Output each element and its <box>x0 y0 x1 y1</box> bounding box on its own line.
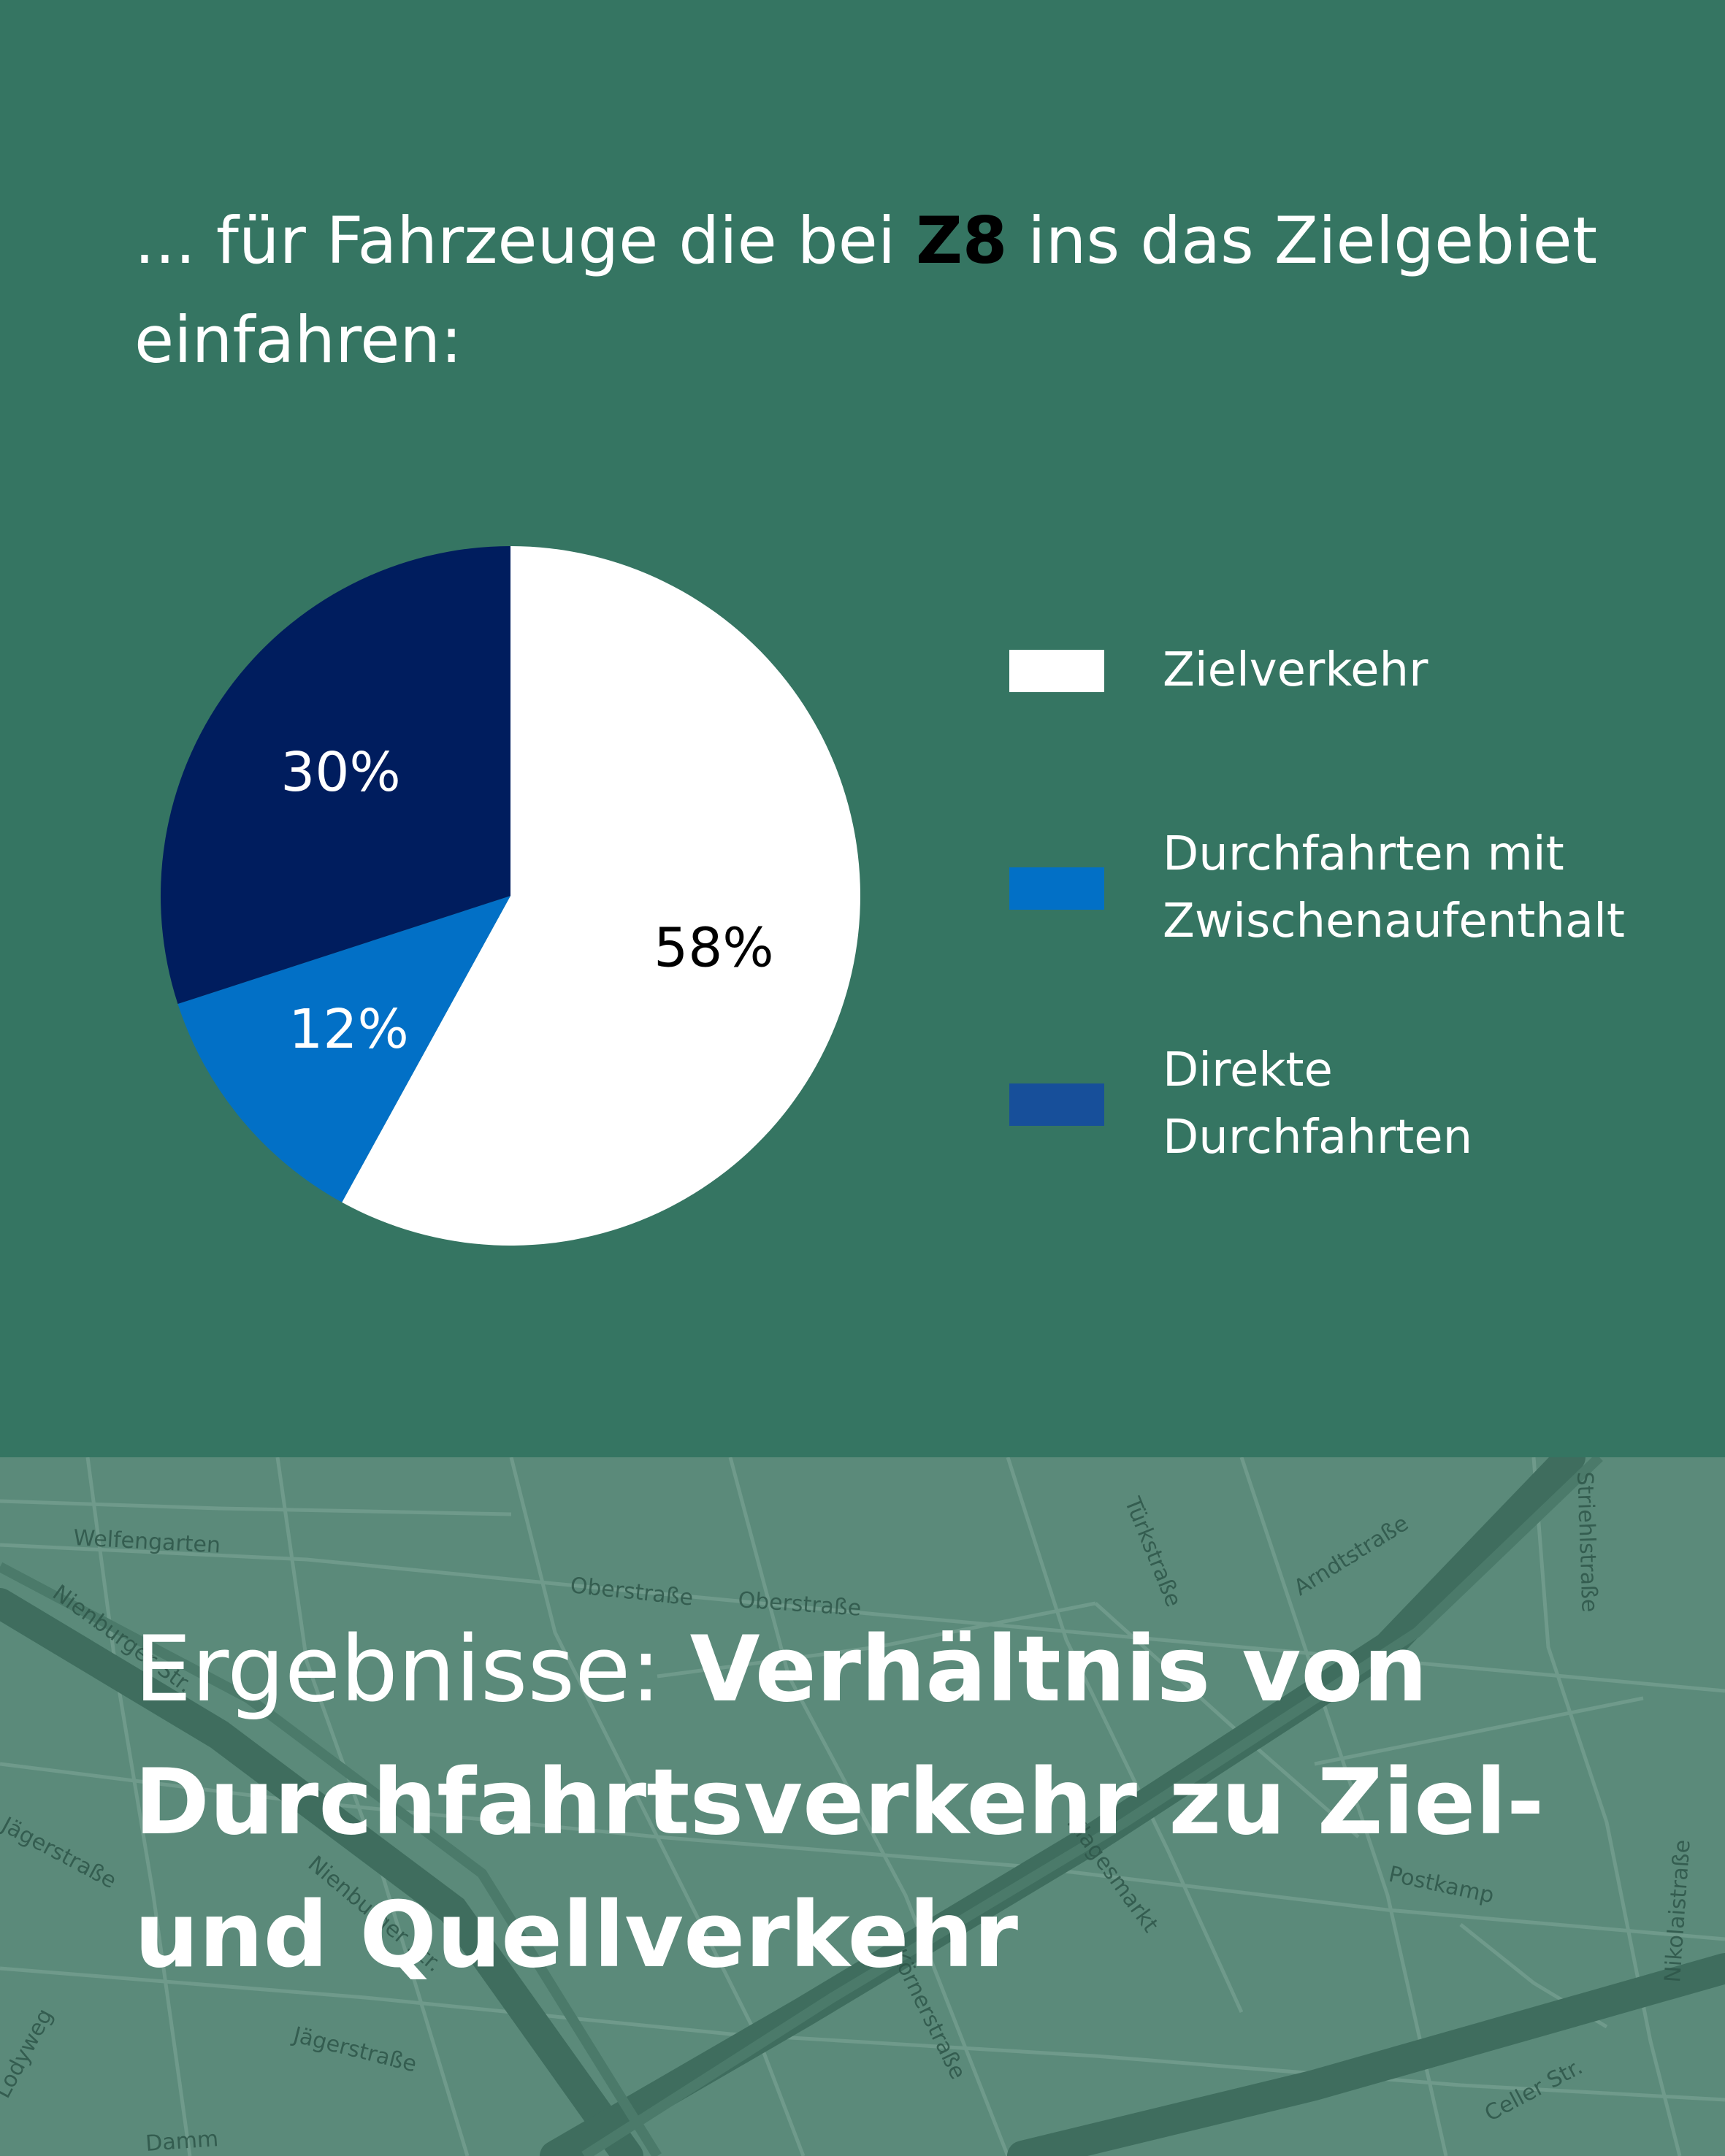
pie-slice-zielverkehr <box>342 546 860 1246</box>
street-label: Damm <box>145 2126 219 2156</box>
legend-label-line: Durchfahrten <box>1163 1110 1473 1165</box>
intro-suffix: ins das Zielgebiet einfahren: <box>134 203 1598 377</box>
pie-slice-durchfahrten-mit-zwischenaufenthalt <box>177 896 511 1202</box>
street-label: Welfengarten <box>73 1525 221 1559</box>
intro-highlight: Z8 <box>916 203 1008 278</box>
legend-label-direkte: Direkte Durchfahrten <box>1163 1037 1659 1171</box>
headline-bold: Verhältnis von Durchfahrtsverkehr zu Zie… <box>134 1617 1545 1988</box>
street-label: Türkstraße <box>1119 1493 1186 1611</box>
intro-prefix: ... für Fahrzeuge die bei <box>134 203 917 278</box>
pie-slice-direkte-durchfahrten <box>160 546 511 1005</box>
street-label: Lodyweg <box>0 2005 58 2103</box>
legend-label-zielverkehr: Zielverkehr <box>1163 637 1659 704</box>
legend-swatch-zielverkehr <box>1009 650 1104 692</box>
legend-swatch-zwischenaufenthalt <box>1009 867 1104 910</box>
legend-label-zwischenaufenthalt: Durchfahrten mit Zwischenaufenthalt <box>1163 821 1659 955</box>
street-label: Striehlstraße <box>1572 1471 1602 1613</box>
chart-panel: ... für Fahrzeuge die bei Z8 ins das Zie… <box>134 191 1659 1247</box>
legend-label-line: Zwischenaufenthalt <box>1163 894 1625 948</box>
street-label: Jägerstraße <box>0 1811 121 1894</box>
legend-label-line: Zielverkehr <box>1163 643 1428 697</box>
legend-label-line: Durchfahrten mit <box>1163 827 1564 881</box>
pie-slice-value-label: 58% <box>654 916 773 979</box>
map-background-panel: Welfengarten Oberstraße Oberstraße Türks… <box>0 1457 1725 2156</box>
headline-light: Ergebnisse: <box>134 1617 690 1722</box>
chart-intro-text: ... für Fahrzeuge die bei Z8 ins das Zie… <box>134 191 1639 390</box>
pie-slice-value-label: 12% <box>288 998 408 1061</box>
legend-label-line: Direkte <box>1163 1043 1333 1097</box>
street-label: Arndtstraße <box>1290 1511 1413 1601</box>
results-headline: Ergebnisse: Verhältnis von Durchfahrtsve… <box>134 1603 1668 2002</box>
pie-chart: 58% 12% 30% <box>159 545 862 1247</box>
pie-chart-svg: 58% 12% 30% <box>160 546 860 1246</box>
pie-slice-value-label: 30% <box>280 741 400 804</box>
street-label: Jägerstraße <box>289 2022 419 2077</box>
legend-swatch-direkte <box>1009 1083 1104 1126</box>
street-map-background: Welfengarten Oberstraße Oberstraße Türks… <box>0 1457 1725 2156</box>
